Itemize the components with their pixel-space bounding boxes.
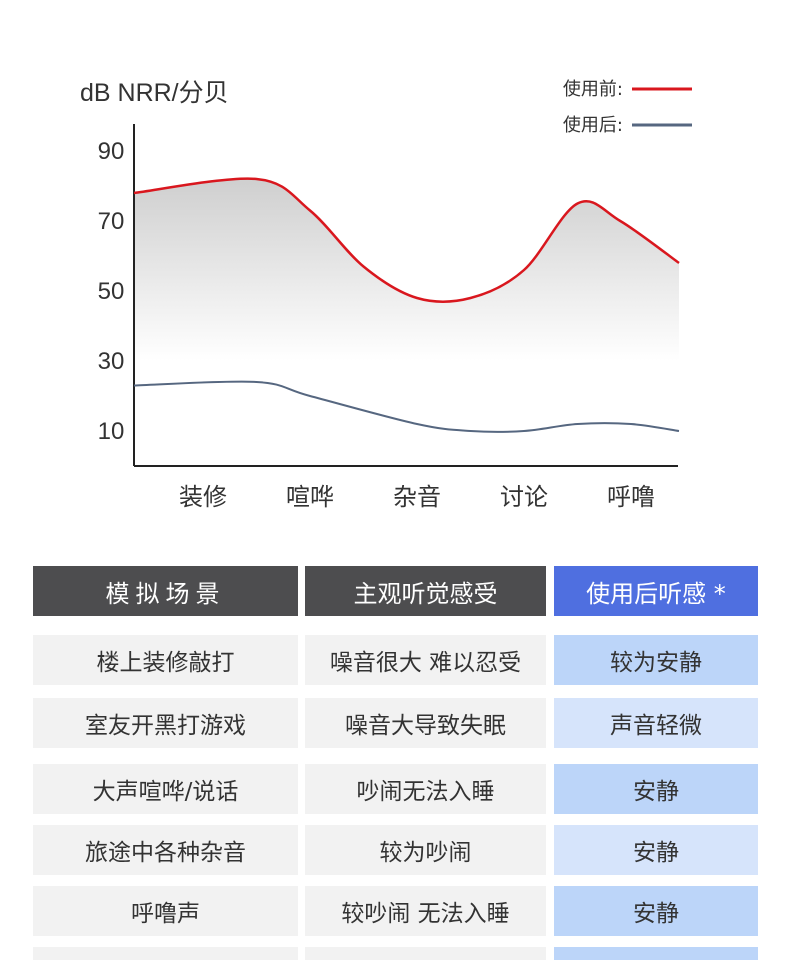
table-header-cell: 主观听觉感受 — [305, 566, 546, 616]
table-cell: 大声喧哗/说话 — [33, 764, 298, 814]
table-header-cell: 使用后听感 * — [554, 566, 758, 616]
table-cell: 较为吵闹 — [305, 825, 546, 875]
table-cell-partial — [554, 947, 758, 960]
table-cell: 旅途中各种杂音 — [33, 825, 298, 875]
table-cell: 噪音很大 难以忍受 — [305, 635, 546, 685]
x-tick-label: 讨论 — [500, 483, 548, 511]
table-cell: 安静 — [554, 886, 758, 936]
table-header-cell: 模拟场景 — [33, 566, 298, 616]
table-cell: 室友开黑打游戏 — [33, 698, 298, 748]
table-cell: 较为安静 — [554, 635, 758, 685]
legend-label: 使用前: — [563, 79, 623, 100]
table-cell: 声音轻微 — [554, 698, 758, 748]
nrr-chart: dB NRR/分贝 90 70 50 30 10 装修 喧哗 杂音 讨论 呼噜 使用前: 使用后: — [80, 79, 692, 511]
table-cell: 较吵闹 无法入睡 — [305, 886, 546, 936]
series-area-fill — [134, 178, 679, 361]
table-cell: 安静 — [554, 764, 758, 814]
table-cell: 安静 — [554, 825, 758, 875]
series-line-0 — [133, 177, 680, 303]
table-cell-partial — [305, 947, 546, 960]
x-tick-label: 杂音 — [393, 483, 441, 511]
table-cell: 吵闹无法入睡 — [305, 764, 546, 814]
x-tick-label: 喧哗 — [286, 483, 334, 511]
y-tick-label: 70 — [98, 208, 125, 235]
table-cell: 噪音大导致失眠 — [305, 698, 546, 748]
y-tick-label: 10 — [98, 418, 125, 445]
table-cell-partial — [33, 947, 298, 960]
series-line-1 — [133, 380, 680, 433]
legend-label: 使用后: — [563, 115, 623, 136]
x-tick-label: 装修 — [179, 483, 227, 511]
y-tick-label: 50 — [98, 278, 125, 305]
table-cell: 呼噜声 — [33, 886, 298, 936]
table-cell: 楼上装修敲打 — [33, 635, 298, 685]
y-tick-label: 90 — [98, 138, 125, 165]
x-tick-label: 呼噜 — [607, 483, 655, 511]
y-axis-label: dB NRR/分贝 — [80, 79, 229, 107]
y-tick-label: 30 — [98, 348, 125, 375]
